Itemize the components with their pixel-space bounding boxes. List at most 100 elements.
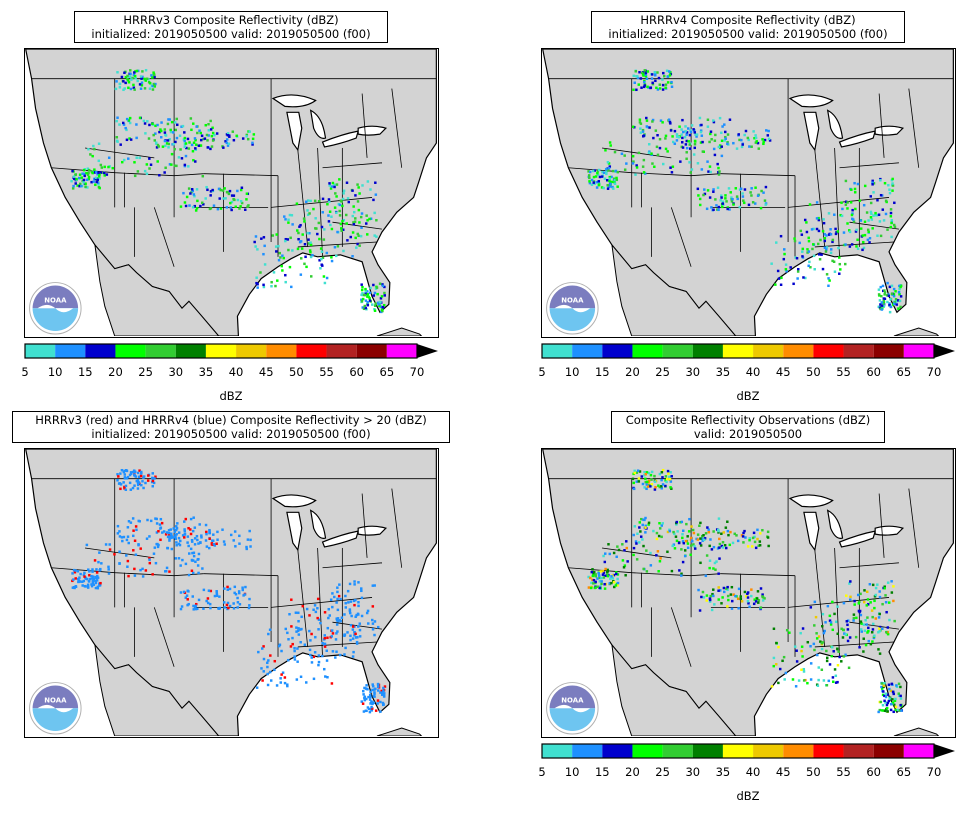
colorbar-segment	[602, 744, 633, 758]
map-canvas: NOAA	[542, 449, 954, 736]
panel-title-compare: HRRRv3 (red) and HRRRv4 (blue) Composite…	[12, 411, 450, 443]
panel-title-line1: HRRRv3 (red) and HRRRv4 (blue) Composite…	[35, 413, 427, 427]
colorbar-hrrrv4: 5 10 15 20 25 30 35 40 45 50 55 60 65 70 dBZ	[538, 343, 956, 403]
colorbar-tick-label: 20	[625, 765, 640, 779]
colorbar-tick-label: 60	[866, 365, 882, 379]
colorbar-segment	[722, 744, 754, 758]
colorbar-tick-label: 15	[594, 765, 610, 779]
colorbar-extend-arrow-icon	[934, 344, 955, 358]
mexico-land	[611, 643, 737, 736]
state-borders	[31, 78, 437, 267]
colorbar-tick-label: 25	[138, 365, 153, 379]
colorbar-segment	[25, 344, 56, 358]
colorbar-bar	[541, 743, 955, 759]
panel-title-line1: HRRRv4 Composite Reflectivity (dBZ)	[640, 13, 856, 27]
great-lake	[271, 94, 317, 108]
colorbar-tick-label: 30	[685, 765, 701, 779]
great-lake	[788, 94, 834, 108]
map-observations: NOAA	[541, 448, 956, 738]
great-lake	[803, 111, 820, 152]
colorbar-segment	[843, 744, 874, 758]
precipitation-echoes	[587, 468, 904, 714]
colorbar-tick-label: 60	[349, 365, 365, 379]
colorbar-tick-label: 30	[168, 365, 184, 379]
colorbar-tick-label: 5	[538, 365, 546, 379]
noaa-logo-text: NOAA	[44, 696, 67, 704]
colorbar-segment	[722, 344, 754, 358]
colorbar-segment	[205, 344, 237, 358]
cuba-land	[376, 327, 423, 336]
colorbar-segment	[145, 344, 176, 358]
colorbar-segment	[662, 344, 693, 358]
colorbar-tick-label: 55	[319, 365, 334, 379]
colorbar-tick-label: 10	[564, 765, 580, 779]
state-borders	[548, 478, 954, 667]
great-lake	[803, 511, 820, 552]
colorbar-segment	[873, 744, 904, 758]
colorbar-tick-label: 70	[926, 765, 942, 779]
colorbar-tick-label: 50	[806, 365, 821, 379]
mexico-land	[611, 243, 737, 336]
colorbar-segment	[813, 744, 844, 758]
panel-title-observations: Composite Reflectivity Observations (dBZ…	[611, 411, 885, 443]
colorbar-tick-label: 15	[77, 365, 93, 379]
mexico-land	[94, 243, 220, 336]
colorbar-label: dBZ	[736, 789, 760, 803]
colorbar-segment	[692, 744, 723, 758]
great-lake	[838, 530, 877, 548]
map-canvas: NOAA	[25, 49, 437, 336]
precipitation-echoes	[70, 68, 386, 314]
colorbar-bar	[541, 343, 955, 359]
colorbar-tick-label: 25	[655, 365, 670, 379]
colorbar-segment	[753, 744, 784, 758]
colorbar-segment	[236, 344, 267, 358]
cuba-land	[376, 727, 423, 736]
colorbar-segment	[266, 344, 297, 358]
colorbar-tick-label: 50	[806, 765, 821, 779]
colorbar-tick-label: 30	[685, 365, 701, 379]
colorbar-tick-label: 55	[836, 365, 851, 379]
colorbar-segment	[85, 344, 116, 358]
colorbar-segment	[632, 344, 663, 358]
cuba-land	[893, 327, 940, 336]
colorbar-segment	[753, 344, 784, 358]
cuba-land	[893, 727, 940, 736]
great-lake	[788, 494, 834, 508]
colorbar-hrrrv3: 5 10 15 20 25 30 35 40 45 50 55 60 65 70 dBZ	[21, 343, 439, 403]
great-lake	[309, 109, 327, 139]
colorbar-tick-label: 40	[228, 365, 244, 379]
colorbar-segment	[572, 344, 603, 358]
colorbar-tick-label: 35	[715, 365, 731, 379]
colorbar-segment	[386, 344, 417, 358]
colorbar-label: dBZ	[736, 389, 760, 403]
colorbar-tick-label: 25	[655, 765, 670, 779]
colorbar-tick-label: 5	[538, 765, 546, 779]
colorbar-segment	[175, 344, 206, 358]
colorbar-tick-label: 65	[896, 365, 912, 379]
colorbar-segment	[843, 344, 874, 358]
colorbar-segment	[783, 344, 814, 358]
colorbar-segment	[873, 344, 904, 358]
map-canvas: NOAA	[542, 49, 954, 336]
panel-title-line1: Composite Reflectivity Observations (dBZ…	[625, 413, 871, 427]
colorbar-tick-label: 40	[745, 765, 761, 779]
colorbar-segment	[783, 744, 814, 758]
colorbar-segment	[692, 344, 723, 358]
great-lake	[826, 109, 844, 139]
colorbar-segment	[326, 344, 357, 358]
colorbar-segment	[632, 744, 663, 758]
colorbar-tick-label: 20	[625, 365, 640, 379]
map-hrrrv3: NOAA	[24, 48, 439, 338]
state-borders	[548, 78, 954, 267]
colorbar-tick-label: 50	[289, 365, 304, 379]
colorbar-tick-label: 45	[258, 365, 274, 379]
map-canvas: NOAA	[25, 449, 437, 736]
colorbar-bar	[24, 343, 438, 359]
panel-title-line1: HRRRv3 Composite Reflectivity (dBZ)	[123, 13, 339, 27]
great-lake	[321, 130, 360, 148]
great-lake	[286, 111, 303, 152]
colorbar-label: dBZ	[219, 389, 243, 403]
noaa-logo-text: NOAA	[561, 296, 584, 304]
colorbar-extend-arrow-icon	[934, 744, 955, 758]
colorbar-segment	[356, 344, 387, 358]
